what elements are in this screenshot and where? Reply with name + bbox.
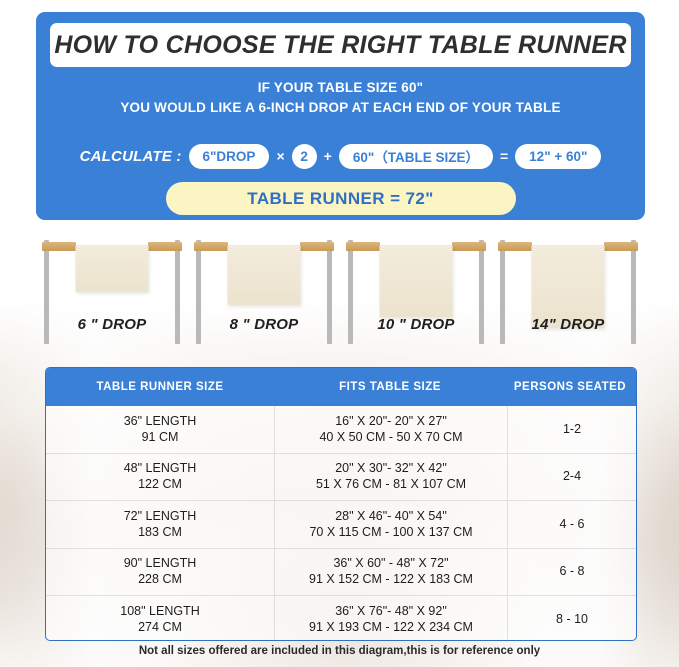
- runner-size-cm: 183 CM: [138, 524, 182, 539]
- cell-runner-size: 72" LENGTH 183 CM: [46, 501, 275, 548]
- tabletop-right-icon: [452, 242, 486, 251]
- term-table-size-pill: 60"（TABLE SIZE）: [338, 143, 493, 169]
- table-row: 48" LENGTH 122 CM 20" X 30"- 32" X 42" 51 X…: [46, 452, 636, 500]
- table-runner-icon: [75, 245, 149, 292]
- table-runner-icon: [379, 245, 453, 317]
- cell-persons-seated: 6 - 8: [559, 564, 585, 579]
- cell-runner-size: 108" LENGTH 274 CM: [46, 596, 275, 640]
- runner-size-cm: 228 CM: [138, 572, 182, 587]
- table-leg-left-icon: [196, 240, 201, 344]
- table-row: 36" LENGTH 91 CM 16" X 20"- 20" X 27" 40 X …: [46, 406, 636, 453]
- table-leg-right-icon: [175, 240, 180, 344]
- fits-size-cm: 70 X 115 CM - 100 X 137 CM: [309, 524, 473, 539]
- fits-size-cm: 91 X 193 CM - 122 X 234 CM: [309, 619, 473, 634]
- cell-persons-seated: 4 - 6: [559, 516, 585, 531]
- tabletop-right-icon: [604, 242, 638, 251]
- cell-runner-size: 90" LENGTH 228 CM: [46, 548, 275, 595]
- drop-label: 10 " DROP: [377, 316, 455, 333]
- size-chart-table: TABLE RUNNER SIZE FITS TABLE SIZE PERSON…: [45, 367, 637, 641]
- cell-persons-seated: 2-4: [562, 469, 582, 484]
- term-drop-pill: 6"DROP: [188, 143, 270, 169]
- drop-illustration: 6 " DROP: [36, 236, 188, 348]
- table-runner-icon: [227, 245, 301, 305]
- drop-illustrations: 6 " DROP 8 " DROP 10 " DROP 14" DROP: [36, 236, 645, 348]
- runner-size-inches: 36" LENGTH: [123, 413, 197, 428]
- operator-multiply: ×: [276, 148, 285, 164]
- term-multiplier-pill: 2: [291, 143, 317, 169]
- column-header-persons-seated: PERSONS SEATED: [513, 381, 627, 393]
- table-row: 90" LENGTH 228 CM 36" X 60" - 48" X 72" 91 …: [46, 547, 636, 595]
- tabletop-left-icon: [42, 242, 76, 251]
- tabletop-right-icon: [148, 242, 182, 251]
- tabletop-right-icon: [300, 242, 334, 251]
- table-row: 108" LENGTH 274 CM 36" X 76"- 48" X 92" 91 …: [46, 595, 636, 640]
- calculation-row: CALCULATE : 6"DROP × 2 + 60"（TABLE SIZE）…: [36, 142, 645, 170]
- drop-label: 6 " DROP: [77, 316, 147, 333]
- table-leg-left-icon: [500, 240, 505, 344]
- footnote: Not all sizes offered are included in th…: [138, 645, 541, 657]
- page-title: HOW TO CHOOSE THE RIGHT TABLE RUNNER: [54, 30, 627, 59]
- runner-size-cm: 274 CM: [138, 619, 182, 634]
- runner-size-inches: 48" LENGTH: [123, 461, 197, 476]
- tabletop-left-icon: [346, 242, 380, 251]
- column-header-runner-size: TABLE RUNNER SIZE: [96, 381, 224, 393]
- cell-fits-table-size: 16" X 20"- 20" X 27" 40 X 50 CM - 50 X 70…: [275, 406, 508, 453]
- column-header-fits-table-size: FITS TABLE SIZE: [339, 381, 441, 393]
- fits-size-cm: 91 X 152 CM - 122 X 183 CM: [309, 572, 473, 587]
- cell-persons-seated: 1-2: [562, 421, 582, 436]
- fits-size-cm: 40 X 50 CM - 50 X 70 CM: [319, 429, 463, 444]
- drop-illustration: 10 " DROP: [340, 236, 492, 348]
- drop-illustration: 14" DROP: [492, 236, 644, 348]
- tabletop-left-icon: [194, 242, 228, 251]
- cell-fits-table-size: 20" X 30"- 32" X 42" 51 X 76 CM - 81 X 10…: [275, 453, 508, 500]
- cell-fits-table-size: 36" X 60" - 48" X 72" 91 X 152 CM - 122 X…: [275, 548, 508, 595]
- table-runner-icon: [531, 245, 605, 328]
- cell-fits-table-size: 36" X 76"- 48" X 92" 91 X 193 CM - 122 X …: [275, 596, 508, 640]
- runner-size-inches: 90" LENGTH: [123, 556, 197, 571]
- calculate-label: CALCULATE :: [79, 147, 182, 165]
- operator-equals: =: [499, 148, 509, 164]
- drop-label: 14" DROP: [531, 316, 605, 333]
- runner-size-cm: 122 CM: [138, 477, 182, 492]
- tabletop-left-icon: [498, 242, 532, 251]
- subtitle-line-2: YOU WOULD LIKE A 6-INCH DROP AT EACH END…: [120, 100, 561, 115]
- cell-runner-size: 48" LENGTH 122 CM: [46, 453, 275, 500]
- fits-size-inches: 36" X 60" - 48" X 72": [333, 556, 449, 571]
- result-pill: TABLE RUNNER = 72": [165, 182, 516, 215]
- cell-persons-seated: 8 - 10: [556, 611, 588, 626]
- drop-label: 8 " DROP: [229, 316, 299, 333]
- runner-size-inches: 108" LENGTH: [120, 603, 200, 618]
- fits-size-inches: 16" X 20"- 20" X 27": [335, 413, 447, 428]
- table-leg-right-icon: [479, 240, 484, 344]
- table-leg-left-icon: [44, 240, 49, 344]
- subtitle-line-1: IF YOUR TABLE SIZE 60": [257, 80, 424, 95]
- table-leg-right-icon: [327, 240, 332, 344]
- hero-panel: HOW TO CHOOSE THE RIGHT TABLE RUNNER IF …: [36, 12, 645, 220]
- runner-size-cm: 91 CM: [141, 429, 179, 444]
- cell-runner-size: 36" LENGTH 91 CM: [46, 406, 275, 453]
- term-sum-pill: 12" + 60": [515, 143, 602, 169]
- table-leg-left-icon: [348, 240, 353, 344]
- drop-illustration: 8 " DROP: [188, 236, 340, 348]
- runner-size-inches: 72" LENGTH: [123, 508, 197, 523]
- fits-size-inches: 28" X 46"- 40" X 54": [335, 508, 447, 523]
- title-plate: HOW TO CHOOSE THE RIGHT TABLE RUNNER: [50, 23, 631, 67]
- fits-size-inches: 20" X 30"- 32" X 42": [335, 461, 447, 476]
- table-body: 36" LENGTH 91 CM 16" X 20"- 20" X 27" 40 X …: [46, 406, 636, 640]
- fits-size-inches: 36" X 76"- 48" X 92": [335, 603, 447, 618]
- table-leg-right-icon: [631, 240, 636, 344]
- table-row: 72" LENGTH 183 CM 28" X 46"- 40" X 54" 70 X…: [46, 500, 636, 548]
- fits-size-cm: 51 X 76 CM - 81 X 107 CM: [315, 477, 467, 492]
- cell-fits-table-size: 28" X 46"- 40" X 54" 70 X 115 CM - 100 X …: [275, 501, 508, 548]
- operator-plus: +: [323, 148, 332, 164]
- table-header-row: TABLE RUNNER SIZE FITS TABLE SIZE PERSON…: [46, 368, 636, 406]
